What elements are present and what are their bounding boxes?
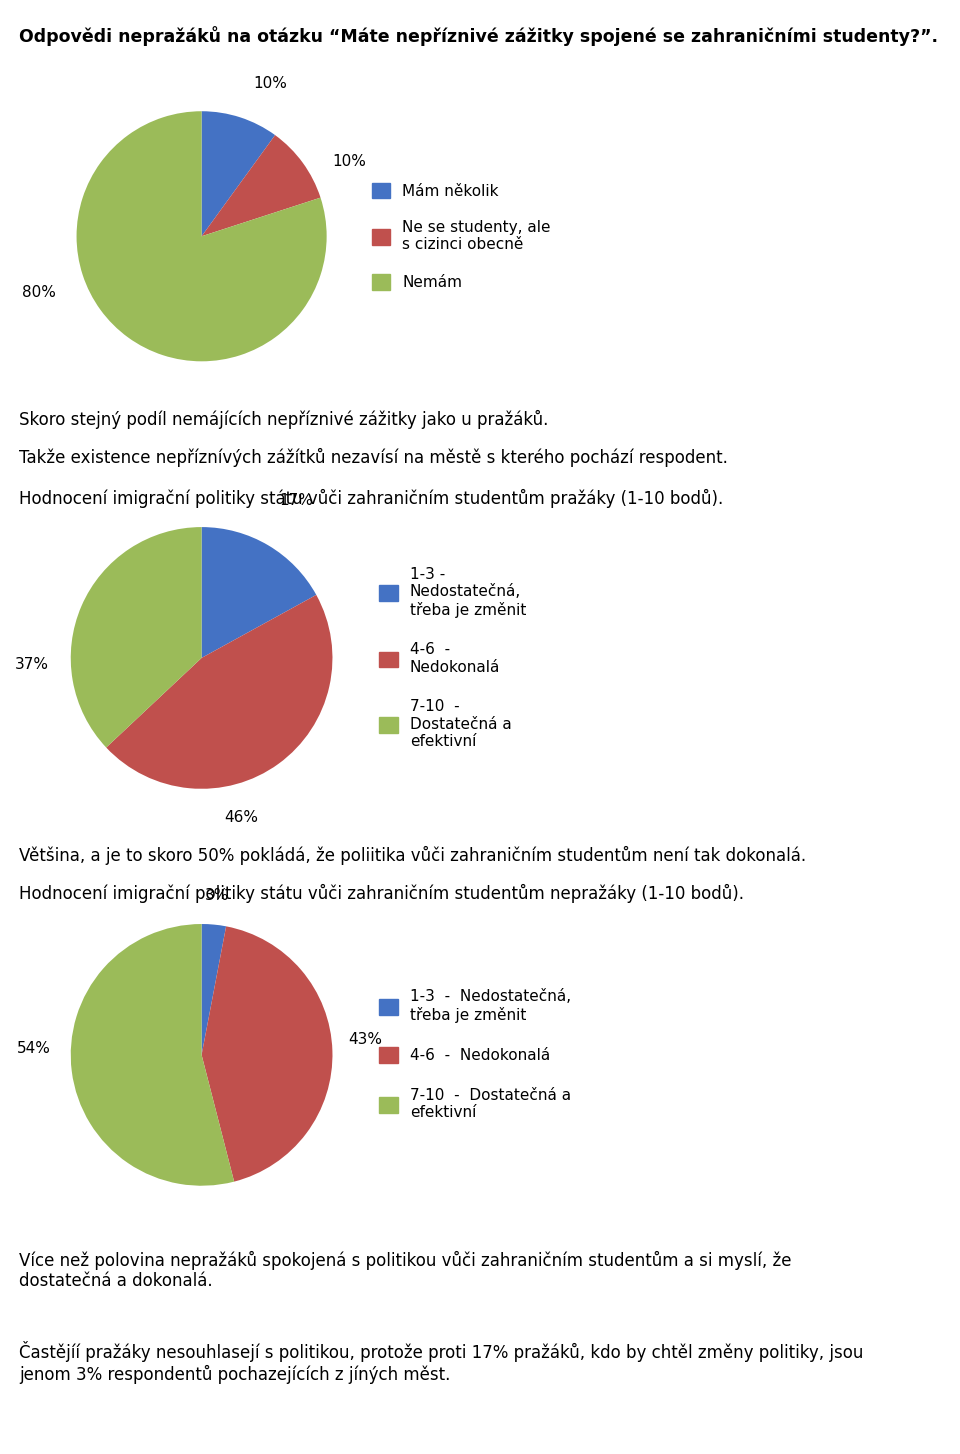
Text: 10%: 10% — [253, 76, 287, 92]
Text: Častějíí pražáky nesouhlasejí s politikou, protože proti 17% pražáků, kdo by cht: Častějíí pražáky nesouhlasejí s politiko… — [19, 1341, 864, 1384]
Text: 3%: 3% — [205, 888, 229, 903]
Text: Většina, a je to skoro 50% pokládá, že poliitika vůči zahraničním studentům není: Většina, a je to skoro 50% pokládá, že p… — [19, 846, 806, 865]
Text: 80%: 80% — [22, 285, 56, 300]
Wedge shape — [107, 595, 332, 788]
Wedge shape — [71, 526, 202, 747]
Text: 46%: 46% — [224, 810, 258, 824]
Text: 54%: 54% — [17, 1041, 51, 1056]
Wedge shape — [202, 526, 316, 657]
Text: 10%: 10% — [332, 154, 366, 169]
Wedge shape — [202, 112, 276, 237]
Wedge shape — [202, 926, 332, 1182]
Text: 17%: 17% — [279, 493, 313, 509]
Text: Odpovědi nepražáků na otázku “Máte nepříznivé zážitky spojené se zahraničními st: Odpovědi nepražáků na otázku “Máte nepří… — [19, 26, 938, 47]
Legend: Mám několik, Ne se studenty, ale
s cizinci obecně, Nemám: Mám několik, Ne se studenty, ale s cizin… — [372, 183, 551, 289]
Wedge shape — [202, 135, 321, 237]
Wedge shape — [77, 112, 326, 361]
Text: 37%: 37% — [14, 657, 49, 672]
Wedge shape — [202, 925, 227, 1056]
Text: Skoro stejný podíl nemájících nepříznivé zážitky jako u pražáků.: Skoro stejný podíl nemájících nepříznivé… — [19, 410, 548, 429]
Text: Hodnocení imigrační politiky státu vůči zahraničním studentům pražáky (1-10 bodů: Hodnocení imigrační politiky státu vůči … — [19, 489, 724, 507]
Text: 43%: 43% — [348, 1032, 382, 1047]
Legend: 1-3  -  Nedostatečná,
třeba je změnit, 4-6  -  Nedokonalá, 7-10  -  Dostatečná a: 1-3 - Nedostatečná, třeba je změnit, 4-6… — [379, 989, 571, 1121]
Text: Více než polovina nepražáků spokojená s politikou vůči zahraničním studentům a s: Více než polovina nepražáků spokojená s … — [19, 1250, 792, 1290]
Legend: 1-3 -
Nedostatečná,
třeba je změnit, 4-6  -
Nedokonalá, 7-10  -
Dostatečná a
efe: 1-3 - Nedostatečná, třeba je změnit, 4-6… — [379, 567, 526, 749]
Text: Takže existence nepříznívých zážítků nezavísí na městě s kterého pochází respode: Takže existence nepříznívých zážítků nez… — [19, 448, 728, 467]
Wedge shape — [71, 925, 234, 1185]
Text: Hodnocení imigrační politiky státu vůči zahraničním studentům nepražáky (1-10 bo: Hodnocení imigrační politiky státu vůči … — [19, 884, 744, 903]
